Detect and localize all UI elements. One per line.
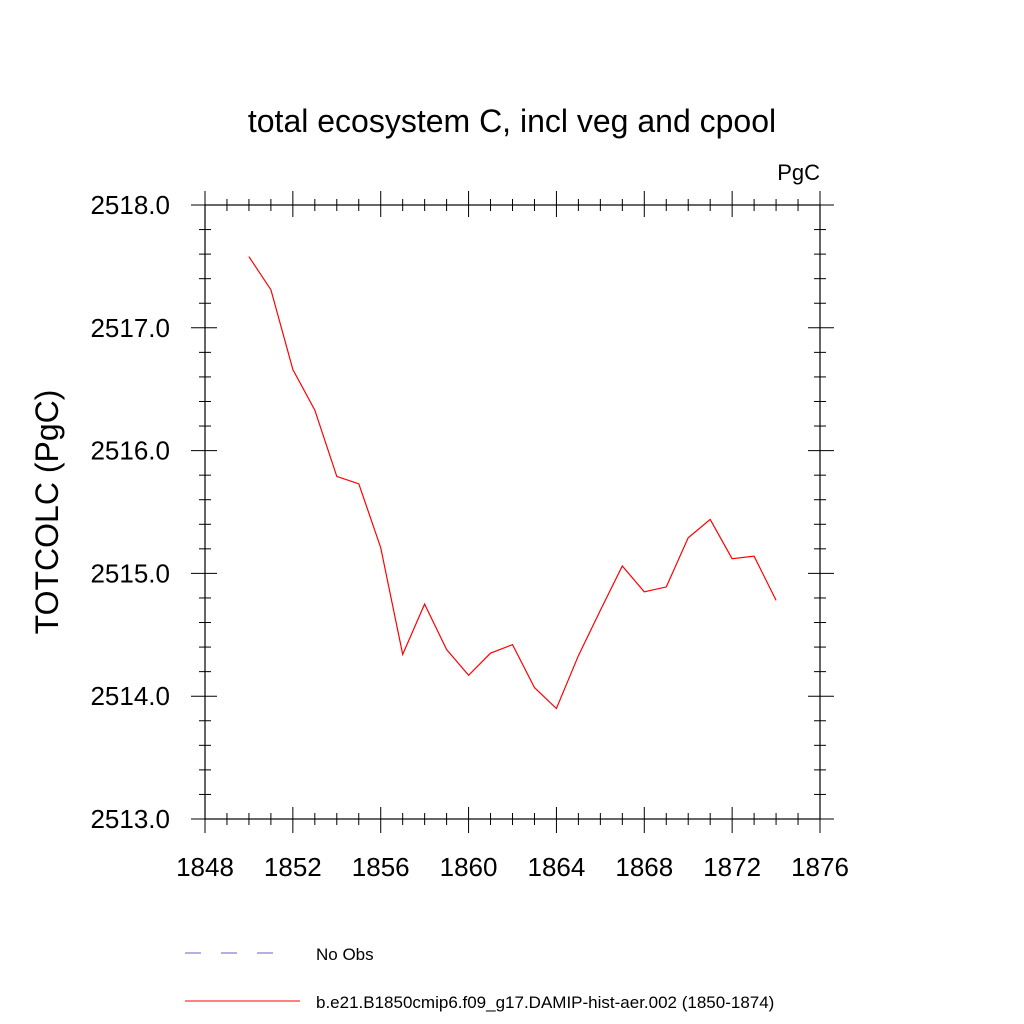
y-tick-label: 2518.0 bbox=[90, 190, 170, 220]
x-tick-labels: 1848 1852 1856 1860 1864 1868 1872 1876 bbox=[176, 852, 849, 882]
x-tick-label: 1868 bbox=[615, 852, 673, 882]
y-tick-label: 2513.0 bbox=[90, 804, 170, 834]
chart-title: total ecosystem C, incl veg and cpool bbox=[248, 103, 776, 139]
y-tick-label: 2517.0 bbox=[90, 313, 170, 343]
series-line bbox=[248, 256, 777, 710]
x-tick-label: 1848 bbox=[176, 852, 234, 882]
y-axis-label: TOTCOLC (PgC) bbox=[29, 390, 65, 635]
x-tick-label: 1872 bbox=[703, 852, 761, 882]
y-tick-label: 2515.0 bbox=[90, 558, 170, 588]
legend-label: b.e21.B1850cmip6.f09_g17.DAMIP-hist-aer.… bbox=[316, 993, 774, 1012]
legend-label: No Obs bbox=[316, 945, 374, 964]
x-tick-label: 1856 bbox=[352, 852, 410, 882]
x-tick-label: 1876 bbox=[791, 852, 849, 882]
y-tick-label: 2516.0 bbox=[90, 436, 170, 466]
axis-ticks bbox=[191, 191, 834, 833]
plot-frame bbox=[204, 204, 821, 820]
x-tick-label: 1864 bbox=[528, 852, 586, 882]
units-label: PgC bbox=[777, 160, 820, 185]
legend: No Obs b.e21.B1850cmip6.f09_g17.DAMIP-his… bbox=[185, 945, 774, 1012]
series-layer bbox=[248, 256, 777, 710]
x-tick-label: 1860 bbox=[440, 852, 498, 882]
y-tick-label: 2514.0 bbox=[90, 681, 170, 711]
x-tick-label: 1852 bbox=[264, 852, 322, 882]
y-tick-labels: 2513.0 2514.0 2515.0 2516.0 2517.0 2518.0 bbox=[90, 190, 170, 834]
